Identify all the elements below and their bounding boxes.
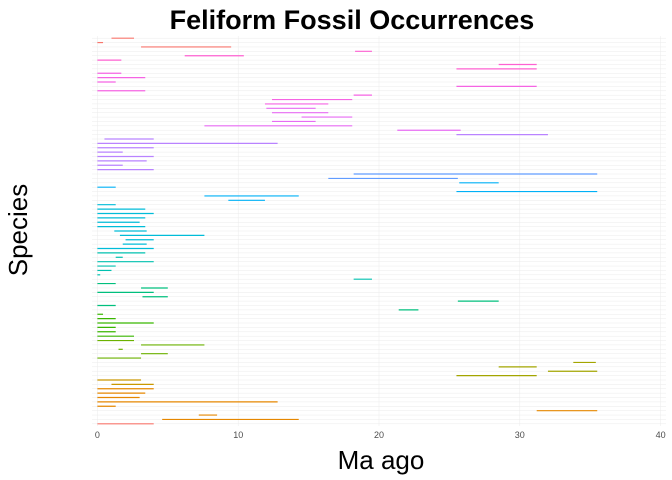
x-axis-title: Ma ago xyxy=(338,445,425,475)
y-axis-title: Species xyxy=(3,184,33,277)
chart-title: Feliform Fossil Occurrences xyxy=(170,5,535,35)
x-tick-label: 0 xyxy=(95,430,100,440)
x-tick-label: 10 xyxy=(233,430,243,440)
x-tick-label: 20 xyxy=(374,430,384,440)
x-tick-label: 40 xyxy=(656,430,666,440)
plot-area: 0 10 20 30 40 xyxy=(92,36,666,440)
x-tick-label: 30 xyxy=(515,430,525,440)
